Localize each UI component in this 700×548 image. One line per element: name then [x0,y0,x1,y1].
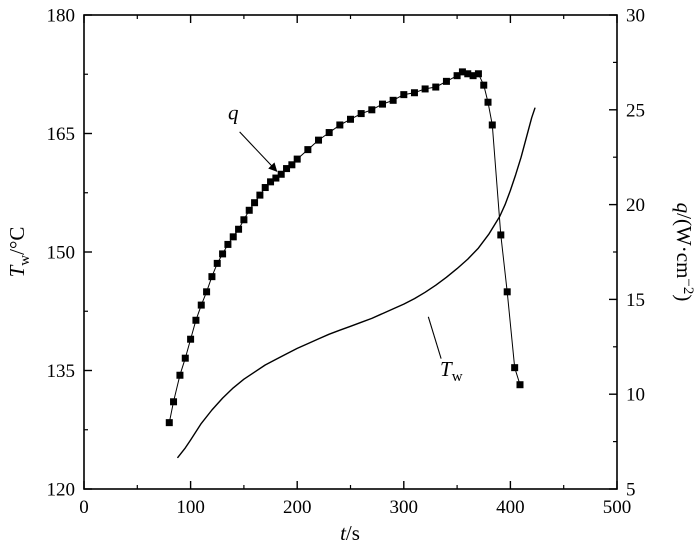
q-marker [516,381,524,389]
y-right-title-post: ) [672,294,696,301]
q-marker [229,233,237,241]
annotation-q-pointer [239,131,278,172]
x-tick-label: 400 [496,497,525,518]
q-marker [315,136,323,144]
q-marker [480,81,488,89]
q-marker [235,225,243,233]
y-left-title-rest: /°C [5,227,29,255]
q-marker [497,231,505,239]
q-marker [400,91,408,99]
y-left-tick-label: 180 [47,6,76,27]
q-marker [421,85,429,93]
q-marker [283,165,291,173]
q-marker [484,98,492,106]
annotation-q-label: q [228,100,239,124]
y-right-tick-label: 15 [626,290,645,311]
q-marker [442,77,450,85]
q-marker [272,174,280,182]
q-marker [458,68,466,76]
y-right-tick-label: 20 [626,195,645,216]
plot-frame [83,14,618,490]
q-curve [168,71,521,424]
q-marker [357,110,365,118]
q-marker [304,146,312,154]
q-marker [511,364,519,372]
y-right-tick-label: 5 [626,480,636,501]
q-marker [165,419,173,427]
y-left-tick-label: 120 [47,480,76,501]
y-axis-right-title: q/(W·cm−2) [672,203,696,302]
y-right-title-var: q [672,203,696,214]
x-tick-label: 500 [603,497,632,518]
q-marker [469,72,477,80]
annotation-tw-pointer [427,316,442,359]
q-marker [224,240,232,248]
q-marker [277,170,285,178]
x-tick-label: 300 [390,497,419,518]
y-right-title-sup: −2 [680,278,696,294]
q-marker [203,288,211,296]
q-marker [240,216,248,224]
q-marker [410,89,418,97]
q-marker [256,191,264,199]
y-right-tick-label: 25 [626,100,645,121]
annotation-tw-label: Tw [440,357,463,385]
q-marker [261,184,269,192]
q-marker [187,335,195,343]
q-marker [503,288,511,296]
y-left-title-var: T [5,264,29,277]
x-tick-label: 200 [283,497,312,518]
q-marker [293,155,301,163]
q-marker [219,250,227,258]
q-marker [176,371,184,379]
x-tick-label: 100 [176,497,205,518]
q-marker [347,115,354,123]
y-right-tick-label: 10 [626,385,645,406]
y-left-tick-label: 165 [47,124,76,145]
q-marker [336,121,344,129]
q-marker [170,398,178,406]
q-marker [197,301,205,309]
q-marker [464,70,472,78]
y-right-title-pre: /(W·cm [672,213,696,278]
q-marker [288,161,296,169]
y-left-title-sub: w [17,255,33,266]
y-left-tick-label: 135 [47,361,76,382]
q-marker [251,199,259,207]
x-title-var: t [340,521,347,545]
q-marker [488,121,496,129]
q-marker [474,70,482,78]
q-marker [325,129,333,137]
q-marker [432,83,440,91]
y-right-tick-label: 30 [626,6,645,27]
y-axis-left-title: Tw/°C [5,227,33,278]
x-title-rest: /s [346,521,360,545]
q-marker [453,72,461,80]
q-marker [389,96,397,104]
q-marker [192,316,200,324]
q-marker [208,273,216,281]
q-marker [245,206,253,214]
q-marker [378,100,386,108]
q-marker [213,259,221,267]
q-marker [267,178,275,186]
tw-curve [177,107,536,459]
x-tick-label: 0 [79,497,89,518]
x-axis-title: t/s [340,521,360,545]
q-marker [368,106,376,114]
y-left-tick-label: 150 [47,243,76,264]
q-marker [181,354,189,362]
